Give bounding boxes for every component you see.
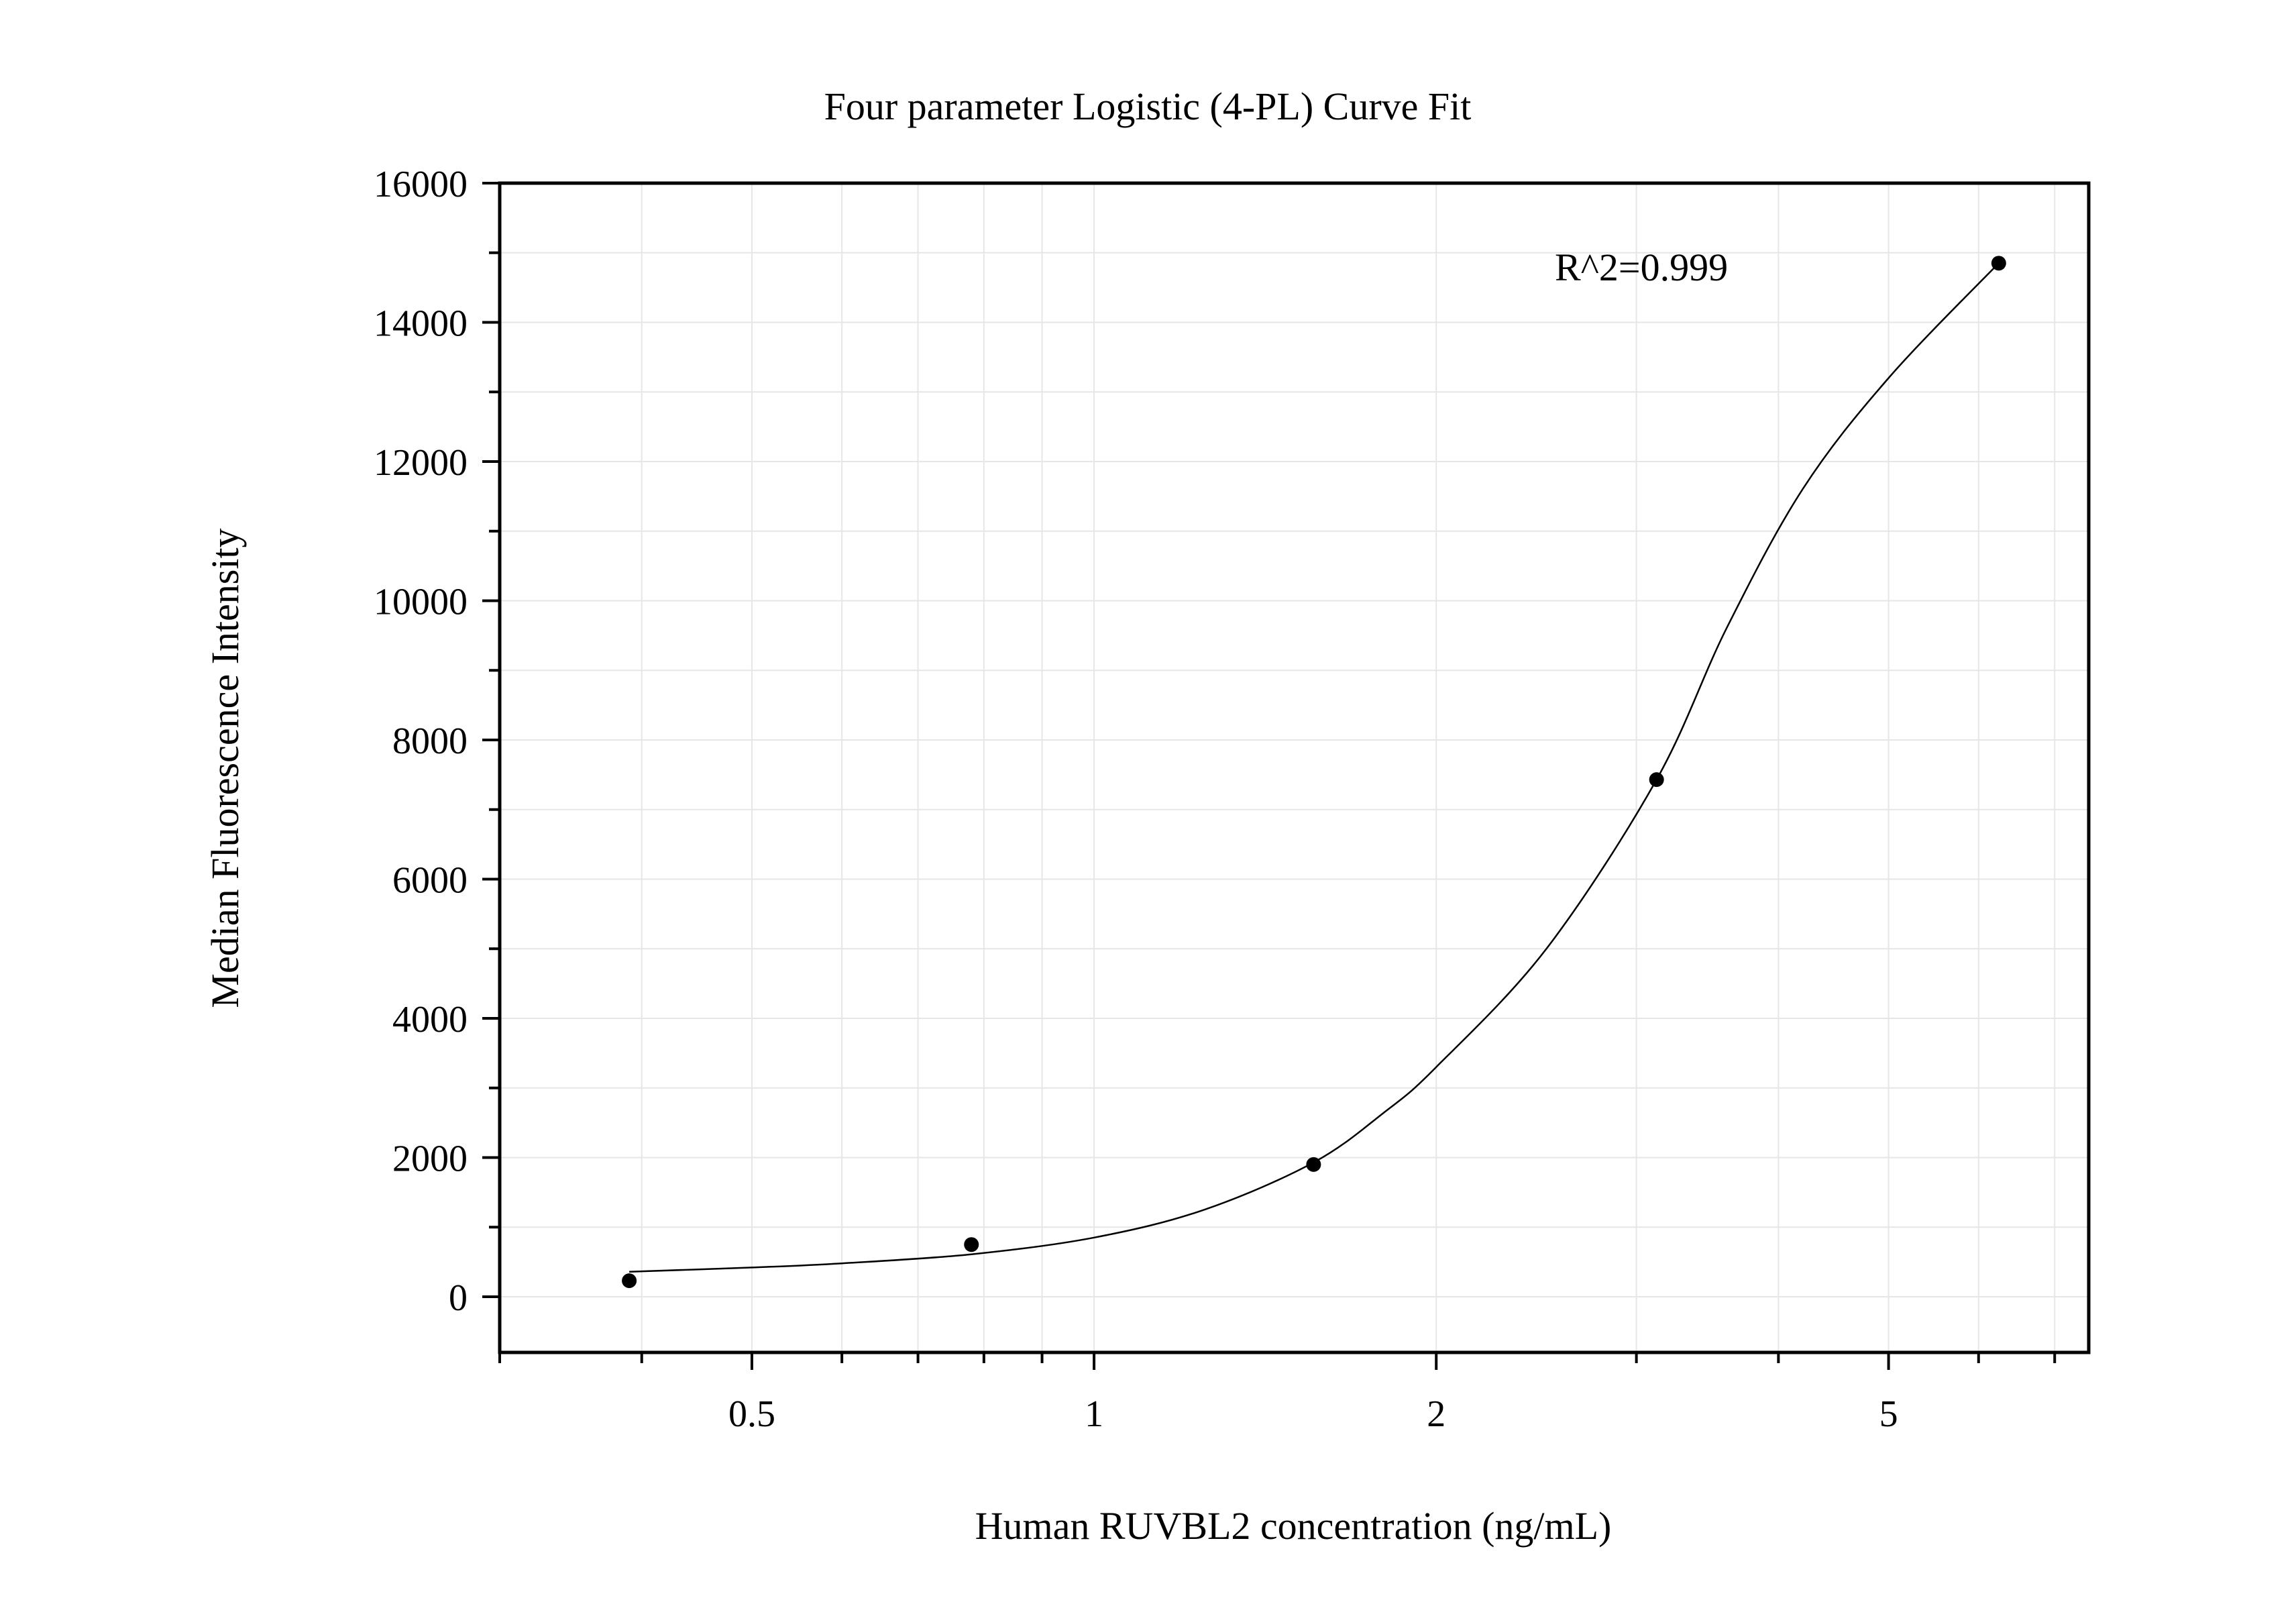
plot-frame [498,181,2091,1354]
data-points [622,256,2006,1289]
y-tick-label-1: 2000 [392,1138,468,1180]
fit-curve-layer [629,262,2000,1273]
fit-curve [629,262,2000,1273]
y-tick-label-4: 8000 [392,720,468,762]
data-point-0 [622,1273,637,1289]
data-point-4 [1991,256,2006,271]
data-point-2 [1306,1157,1321,1172]
data-point-1 [964,1237,979,1252]
grid [499,182,2089,1352]
y-tick-label-6: 12000 [374,442,468,484]
y-tick-label-8: 16000 [374,164,468,205]
x-tick-label-3: 5 [1879,1393,1898,1435]
data-point-3 [1649,772,1664,788]
x-axis-title: Human RUVBL2 concentration (ng/mL) [975,1504,1612,1548]
x-tick-label-1: 1 [1085,1393,1103,1435]
y-tick-label-5: 10000 [374,582,468,623]
y-axis-title: Median Fluorescence Intensity [203,528,247,1008]
y-tick-label-7: 14000 [374,303,468,345]
axis-ticks [482,182,2057,1370]
chart-title: Four parameter Logistic (4-PL) Curve Fit [824,85,1472,128]
annotation-r-squared: R^2=0.999 [1555,246,1728,289]
x-tick-labels: 0.5 1 2 5 [728,1393,1898,1435]
y-tick-labels: 0 2000 4000 6000 8000 10000 12000 14000 16000 [374,164,468,1319]
y-tick-label-3: 6000 [392,860,468,902]
y-tick-label-0: 0 [449,1277,468,1319]
x-tick-label-0: 0.5 [728,1393,775,1435]
x-tick-label-2: 2 [1427,1393,1445,1435]
y-tick-label-2: 4000 [392,999,468,1040]
